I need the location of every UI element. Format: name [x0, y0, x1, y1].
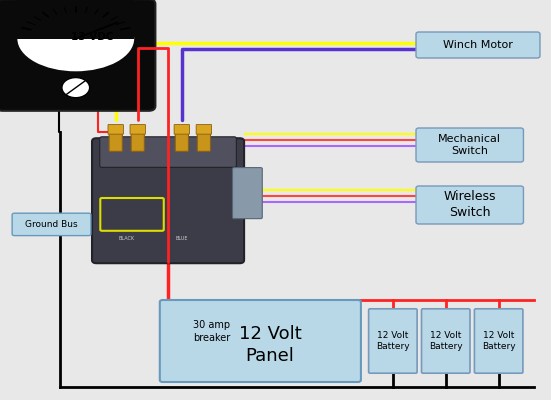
- Ellipse shape: [17, 6, 134, 71]
- Text: 13 VDC: 13 VDC: [71, 32, 114, 42]
- FancyBboxPatch shape: [0, 0, 155, 111]
- FancyBboxPatch shape: [416, 32, 540, 58]
- FancyBboxPatch shape: [416, 128, 523, 162]
- Text: Winch Motor: Winch Motor: [443, 40, 513, 50]
- Text: Mechanical
Switch: Mechanical Switch: [438, 134, 501, 156]
- Circle shape: [62, 78, 90, 98]
- Text: 12 Volt
Battery: 12 Volt Battery: [376, 331, 410, 351]
- FancyBboxPatch shape: [197, 128, 210, 151]
- Text: Ground Bus: Ground Bus: [25, 220, 78, 229]
- FancyBboxPatch shape: [160, 300, 361, 382]
- FancyBboxPatch shape: [130, 124, 145, 134]
- Text: 12 Volt
Panel: 12 Volt Panel: [239, 325, 301, 365]
- FancyBboxPatch shape: [369, 309, 417, 373]
- Text: BLACK: BLACK: [118, 236, 135, 241]
- FancyBboxPatch shape: [416, 186, 523, 224]
- FancyBboxPatch shape: [422, 309, 470, 373]
- Text: 12 Volt
Battery: 12 Volt Battery: [482, 331, 516, 351]
- Text: BLUE: BLUE: [176, 236, 188, 241]
- FancyBboxPatch shape: [196, 124, 212, 134]
- FancyBboxPatch shape: [18, 0, 134, 39]
- FancyBboxPatch shape: [175, 128, 188, 151]
- FancyBboxPatch shape: [131, 128, 144, 151]
- FancyBboxPatch shape: [12, 213, 91, 236]
- FancyBboxPatch shape: [92, 138, 244, 263]
- FancyBboxPatch shape: [109, 128, 122, 151]
- Text: 12 Volt
Battery: 12 Volt Battery: [429, 331, 463, 351]
- FancyBboxPatch shape: [100, 137, 236, 167]
- FancyBboxPatch shape: [174, 124, 190, 134]
- Text: Wireless
Switch: Wireless Switch: [444, 190, 496, 220]
- Text: 30 amp
breaker: 30 amp breaker: [193, 320, 230, 343]
- FancyBboxPatch shape: [108, 124, 123, 134]
- FancyBboxPatch shape: [233, 168, 262, 219]
- FancyBboxPatch shape: [474, 309, 523, 373]
